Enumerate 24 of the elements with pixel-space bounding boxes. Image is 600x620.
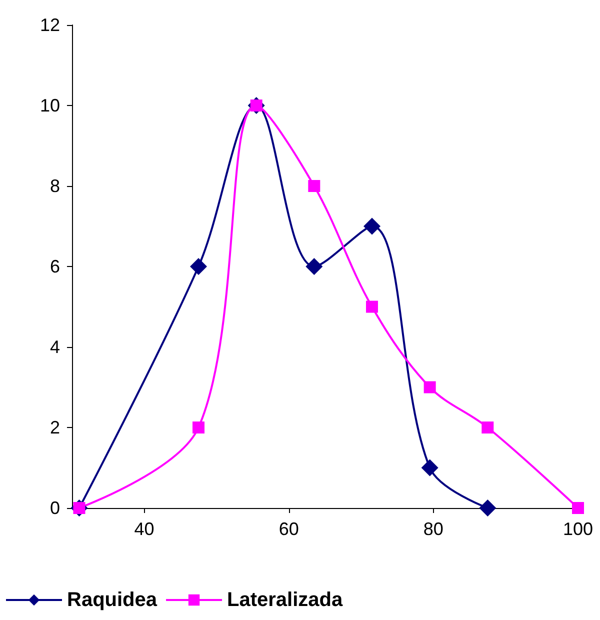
x-tick-label: 100 <box>562 519 594 539</box>
y-tick-label: 10 <box>40 96 60 116</box>
point <box>424 381 436 394</box>
point <box>363 218 380 235</box>
point <box>306 258 323 275</box>
legend-label: Raquidea <box>67 589 158 611</box>
y-tick-label: 0 <box>50 498 60 518</box>
point <box>192 422 204 434</box>
y-tick-label: 2 <box>50 418 60 438</box>
x-tick-label: 80 <box>423 519 444 539</box>
point <box>190 258 207 275</box>
point <box>482 422 494 434</box>
point <box>308 180 320 192</box>
y-tick-label: 12 <box>40 15 60 35</box>
point <box>479 500 496 516</box>
point <box>366 300 378 313</box>
point <box>421 459 438 476</box>
y-tick-label: 4 <box>50 337 60 357</box>
y-tick-label: 6 <box>50 256 60 276</box>
point <box>572 502 584 514</box>
y-tick-label: 8 <box>50 176 60 196</box>
x-tick-label: 40 <box>134 519 154 539</box>
x-tick-label: 60 <box>278 519 299 539</box>
legend-label: Lateralizada <box>227 589 344 611</box>
